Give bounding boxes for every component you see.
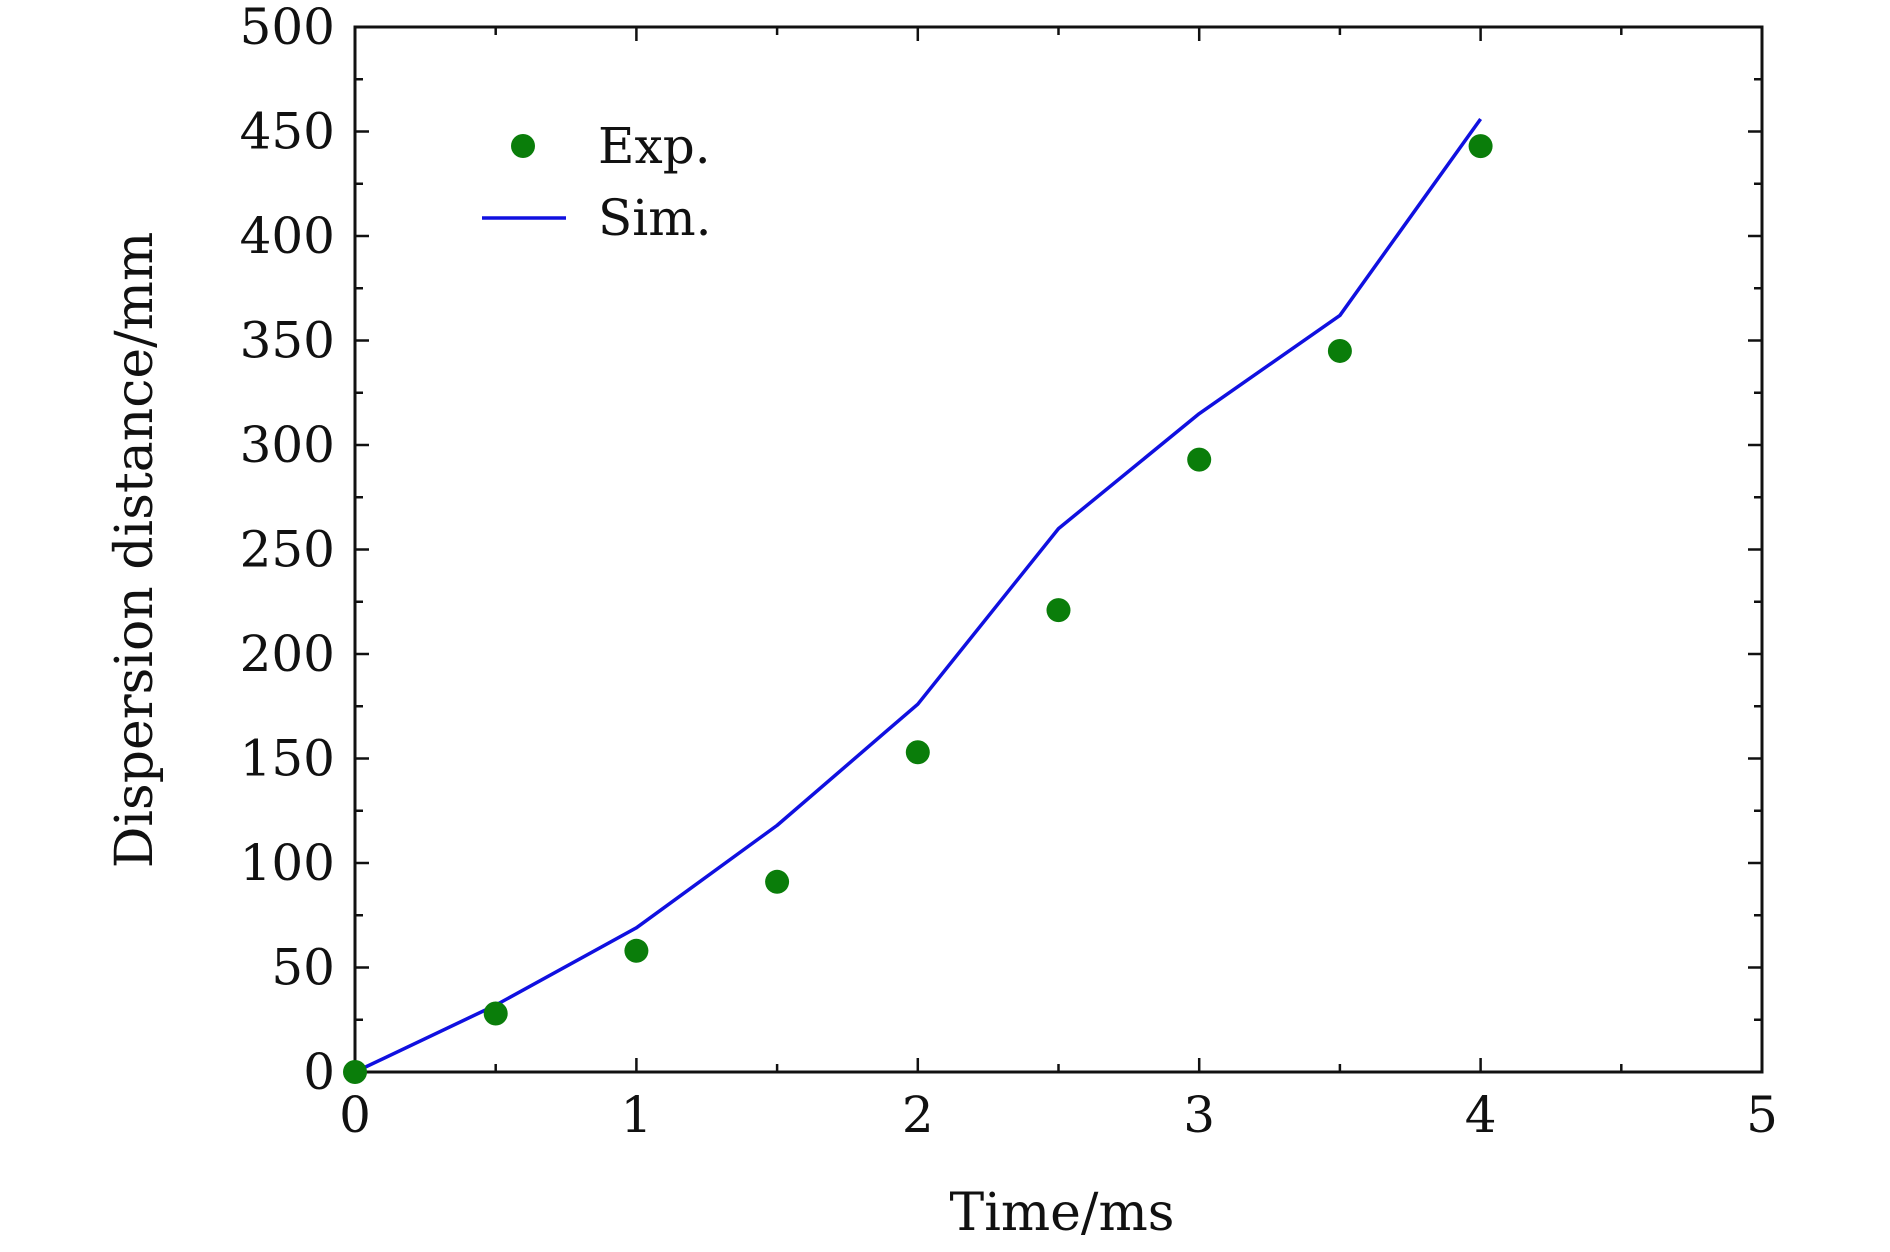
- x-axis-label: Time/ms: [950, 1183, 1175, 1243]
- plot-area: [353, 25, 1764, 1074]
- exp-data-point: [343, 1060, 367, 1084]
- y-tick-label: 300: [240, 416, 335, 474]
- exp-data-point: [1468, 134, 1493, 159]
- x-tick-label: 1: [620, 1086, 652, 1144]
- y-tick-label: 250: [240, 521, 335, 579]
- x-tick-label: 4: [1465, 1086, 1497, 1144]
- legend-exp-marker: [511, 134, 535, 158]
- sim-series-line: [354, 117, 1483, 1074]
- y-tick-label: 350: [240, 312, 335, 370]
- exp-data-point: [1327, 338, 1352, 363]
- x-tick-label: 0: [339, 1086, 371, 1144]
- plot-frame: [353, 25, 1764, 1074]
- y-axis-label: Dispersion distance/mm: [105, 232, 165, 869]
- x-axis-ticks: 0 1 2 3 4 5: [339, 27, 1778, 1144]
- series-layer: [343, 117, 1493, 1084]
- y-tick-label: 450: [240, 103, 335, 161]
- y-tick-label: 150: [240, 730, 335, 788]
- y-tick-label: 0: [303, 1043, 335, 1101]
- x-tick-label: 3: [1183, 1086, 1215, 1144]
- legend: Exp. Sim.: [482, 117, 712, 247]
- exp-data-point: [765, 869, 790, 894]
- y-tick-label: 200: [240, 625, 335, 683]
- legend-exp-label: Exp.: [598, 117, 711, 175]
- exp-data-point: [1187, 447, 1212, 472]
- exp-data-point: [483, 1001, 508, 1026]
- y-tick-label: 500: [240, 0, 335, 56]
- legend-sim-label: Sim.: [598, 189, 712, 247]
- y-tick-label: 400: [240, 207, 335, 265]
- exp-data-point: [624, 938, 649, 963]
- x-tick-label: 5: [1746, 1086, 1778, 1144]
- exp-data-point: [905, 740, 930, 765]
- y-tick-label: 50: [271, 939, 335, 997]
- exp-data-point: [1046, 598, 1071, 623]
- x-tick-label: 2: [902, 1086, 934, 1144]
- y-axis-ticks: 0 50 100 150 200 250 300 350 400 450 500: [240, 0, 1762, 1101]
- y-tick-label: 100: [240, 834, 335, 892]
